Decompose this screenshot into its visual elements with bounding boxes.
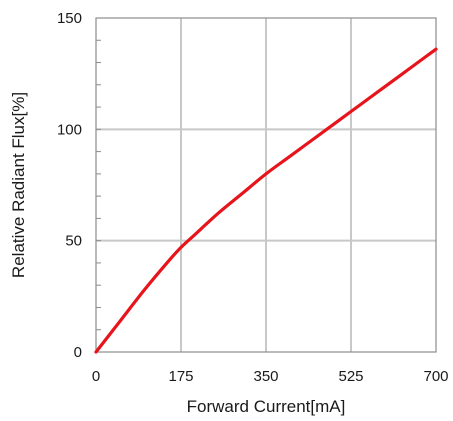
series-line [94, 47, 438, 354]
y-tick-labels: 0 50 100 150 [57, 10, 82, 361]
x-tick-label: 350 [253, 368, 278, 385]
grid-lines [96, 18, 436, 352]
x-tick-label: 525 [338, 368, 363, 385]
x-tick-label: 0 [92, 368, 100, 385]
y-tick-label: 0 [74, 344, 82, 361]
y-tick-label: 50 [65, 233, 82, 250]
x-tick-label: 175 [168, 368, 193, 385]
x-tick-labels: 0 175 350 525 700 [92, 368, 449, 385]
minor-ticks [96, 39, 101, 331]
y-axis-title: Relative Radiant Flux[%] [9, 92, 28, 278]
x-axis-title: Forward Current[mA] [187, 397, 346, 416]
y-tick-label: 100 [57, 121, 82, 138]
x-tick-label: 700 [423, 368, 448, 385]
y-tick-label: 150 [57, 10, 82, 27]
plot-frame [95, 17, 437, 353]
